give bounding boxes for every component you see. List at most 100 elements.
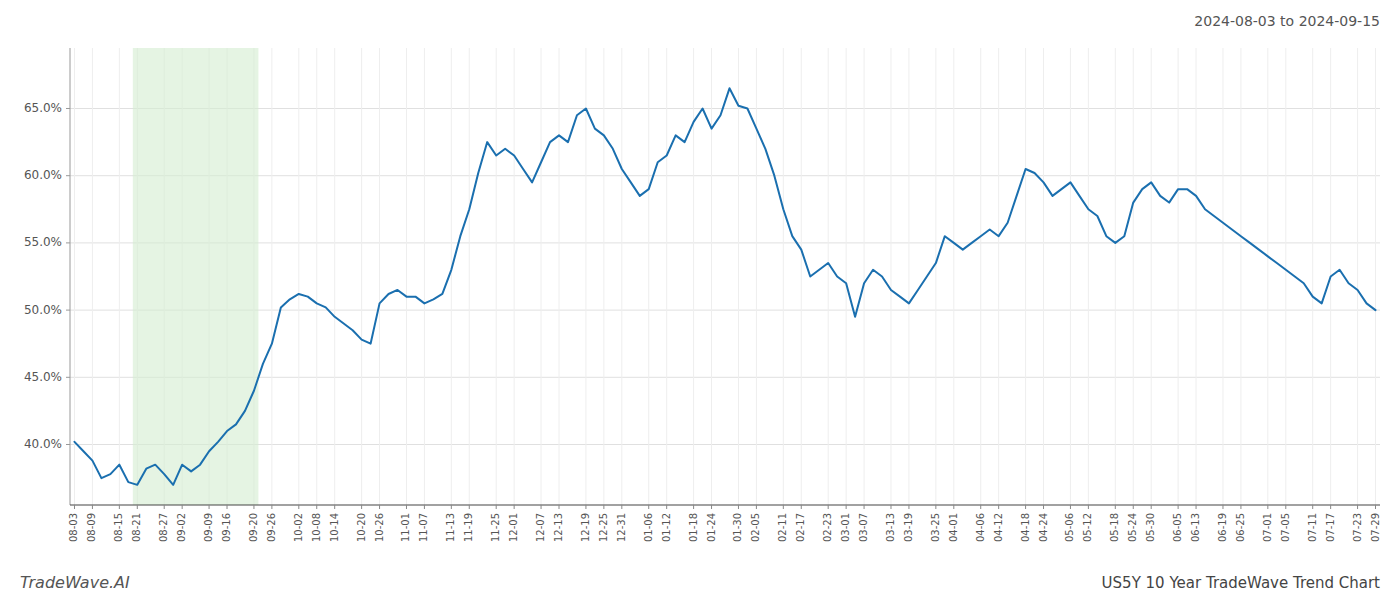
x-grid-line xyxy=(846,48,847,505)
x-tick xyxy=(1222,505,1223,509)
x-tick xyxy=(119,505,120,509)
x-grid-line xyxy=(1285,48,1286,505)
x-grid-line xyxy=(1043,48,1044,505)
x-tick-label: 12-25 xyxy=(598,513,609,542)
axes: 40.0%45.0%50.0%55.0%60.0%65.0%08-0308-09… xyxy=(24,48,1381,542)
x-grid-line xyxy=(1133,48,1134,505)
x-tick-label: 05-30 xyxy=(1145,513,1156,542)
x-grid-line xyxy=(1222,48,1223,505)
x-tick xyxy=(585,505,586,509)
x-grid-line xyxy=(935,48,936,505)
x-tick-label: 06-05 xyxy=(1172,513,1183,542)
x-tick xyxy=(496,505,497,509)
annotation: TradeWave.AI xyxy=(20,573,130,592)
shaded-region xyxy=(133,48,259,505)
x-grid-line xyxy=(603,48,604,505)
x-tick xyxy=(406,505,407,509)
plot-area xyxy=(74,48,1375,505)
x-tick xyxy=(253,505,254,509)
x-tick-label: 01-06 xyxy=(643,513,654,542)
x-grid-line xyxy=(890,48,891,505)
x-tick xyxy=(361,505,362,509)
x-tick xyxy=(1267,505,1268,509)
x-tick-label: 10-02 xyxy=(293,513,304,542)
x-tick xyxy=(756,505,757,509)
x-tick-label: 10-08 xyxy=(311,513,322,542)
x-grid-line xyxy=(783,48,784,505)
x-tick xyxy=(648,505,649,509)
trend-line xyxy=(74,88,1375,485)
x-grid-line xyxy=(92,48,93,505)
x-tick xyxy=(890,505,891,509)
x-tick xyxy=(298,505,299,509)
x-tick xyxy=(469,505,470,509)
x-grid-line xyxy=(648,48,649,505)
x-tick xyxy=(316,505,317,509)
x-tick-label: 07-17 xyxy=(1325,513,1336,542)
x-tick-label: 01-24 xyxy=(706,513,717,542)
x-grid-line xyxy=(828,48,829,505)
y-tick-label: 60.0% xyxy=(24,168,62,182)
x-grid-line xyxy=(738,48,739,505)
x-grid-line xyxy=(514,48,515,505)
x-tick xyxy=(1375,505,1376,509)
x-tick xyxy=(1070,505,1071,509)
x-tick-label: 03-19 xyxy=(903,513,914,542)
x-tick-label: 11-01 xyxy=(400,513,411,542)
x-grid-line xyxy=(801,48,802,505)
x-tick xyxy=(621,505,622,509)
x-grid-line xyxy=(1357,48,1358,505)
x-tick-label: 12-13 xyxy=(553,513,564,542)
x-tick xyxy=(908,505,909,509)
x-tick-label: 03-13 xyxy=(885,513,896,542)
x-tick-label: 02-05 xyxy=(750,513,761,542)
x-tick xyxy=(738,505,739,509)
x-tick-label: 08-15 xyxy=(113,513,124,542)
x-tick-label: 03-07 xyxy=(858,513,869,542)
x-tick-label: 07-29 xyxy=(1370,513,1381,542)
x-tick-label: 02-17 xyxy=(795,513,806,542)
x-tick-label: 05-06 xyxy=(1064,513,1075,542)
x-grid-line xyxy=(1267,48,1268,505)
x-grid-line xyxy=(585,48,586,505)
x-grid-line xyxy=(334,48,335,505)
x-tick xyxy=(1285,505,1286,509)
x-tick xyxy=(137,505,138,509)
x-grid-line xyxy=(74,48,75,505)
x-tick-label: 08-27 xyxy=(158,513,169,542)
x-tick xyxy=(953,505,954,509)
x-tick-label: 07-23 xyxy=(1352,513,1363,542)
x-grid-line xyxy=(316,48,317,505)
x-grid-line xyxy=(711,48,712,505)
y-tick-label: 50.0% xyxy=(24,303,62,317)
x-tick xyxy=(711,505,712,509)
x-tick-label: 05-12 xyxy=(1082,513,1093,542)
x-grid-line xyxy=(496,48,497,505)
x-tick xyxy=(1357,505,1358,509)
x-tick-label: 07-05 xyxy=(1280,513,1291,542)
x-tick-label: 09-02 xyxy=(176,513,187,542)
subtitle: 2024-08-03 to 2024-09-15 xyxy=(1194,13,1380,29)
x-tick-label: 09-20 xyxy=(248,513,259,542)
x-tick xyxy=(1133,505,1134,509)
x-tick-label: 12-31 xyxy=(616,513,627,542)
x-tick xyxy=(451,505,452,509)
x-grid-line xyxy=(953,48,954,505)
x-tick-label: 03-25 xyxy=(930,513,941,542)
x-grid-line xyxy=(998,48,999,505)
x-tick xyxy=(1115,505,1116,509)
x-tick xyxy=(227,505,228,509)
grid xyxy=(70,48,1380,505)
x-tick-label: 06-19 xyxy=(1217,513,1228,542)
x-tick-label: 12-01 xyxy=(508,513,519,542)
x-tick xyxy=(514,505,515,509)
x-tick-label: 07-01 xyxy=(1262,513,1273,542)
x-tick-label: 07-11 xyxy=(1307,513,1318,542)
x-tick xyxy=(541,505,542,509)
x-tick xyxy=(828,505,829,509)
x-tick xyxy=(980,505,981,509)
x-grid-line xyxy=(1088,48,1089,505)
y-tick xyxy=(66,242,70,243)
x-tick-label: 12-07 xyxy=(535,513,546,542)
x-grid-line xyxy=(1178,48,1179,505)
